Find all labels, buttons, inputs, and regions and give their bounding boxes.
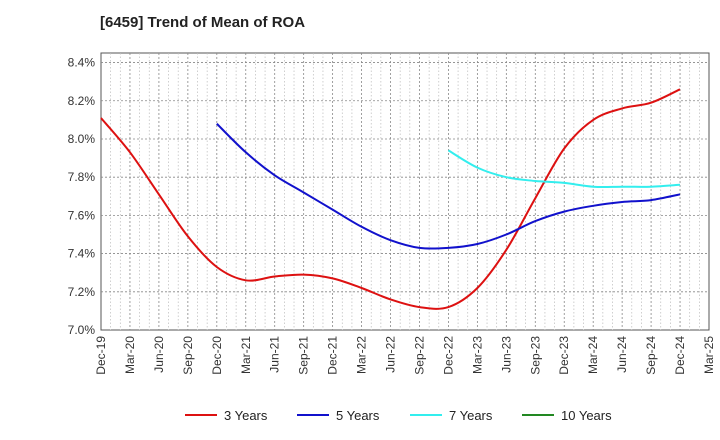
x-tick-label: Dec-22 — [441, 336, 455, 375]
x-tick-label: Mar-21 — [239, 336, 253, 374]
series-line-3-years — [100, 88, 681, 310]
y-tick-label: 7.0% — [68, 323, 96, 337]
chart-title: [6459] Trend of Mean of ROA — [100, 14, 306, 31]
x-tick-label: Jun-21 — [268, 336, 282, 373]
legend-label-5-years: 5 Years — [336, 408, 380, 423]
y-tick-label: 7.4% — [68, 247, 96, 261]
x-tick-label: Dec-21 — [326, 336, 340, 375]
x-tick-label: Mar-22 — [355, 336, 369, 374]
x-tick-label: Sep-22 — [412, 336, 426, 375]
x-tick-label: Dec-23 — [557, 336, 571, 375]
x-tick-label: Sep-24 — [644, 336, 658, 375]
plot-area — [100, 52, 710, 331]
x-tick-label: Sep-23 — [528, 336, 542, 375]
y-tick-label: 7.2% — [68, 285, 96, 299]
y-tick-label: 8.2% — [68, 94, 96, 108]
x-tick-label: Jun-23 — [499, 336, 513, 373]
x-tick-label: Mar-23 — [470, 336, 484, 374]
series-line-7-years — [447, 149, 681, 189]
y-tick-label: 7.6% — [68, 208, 96, 222]
x-tick-label: Jun-22 — [384, 336, 398, 373]
x-tick-label: Jun-20 — [152, 336, 166, 373]
series-line-5-years — [216, 122, 681, 250]
y-tick-label: 8.4% — [68, 56, 96, 70]
x-tick-label: Dec-24 — [673, 336, 687, 375]
x-tick-label: Mar-20 — [123, 336, 137, 374]
x-tick-label: Mar-25 — [702, 336, 716, 374]
x-tick-label: Dec-19 — [94, 336, 108, 375]
x-tick-label: Sep-20 — [181, 336, 195, 375]
x-tick-label: Sep-21 — [297, 336, 311, 375]
legend-label-10-years: 10 Years — [561, 408, 612, 423]
x-tick-label: Mar-24 — [586, 336, 600, 374]
y-tick-label: 8.0% — [68, 132, 96, 146]
legend-label-7-years: 7 Years — [449, 408, 493, 423]
x-tick-label: Dec-20 — [210, 336, 224, 375]
legend-label-3-years: 3 Years — [224, 408, 268, 423]
x-tick-label: Jun-24 — [615, 336, 629, 373]
y-tick-label: 7.8% — [68, 170, 96, 184]
